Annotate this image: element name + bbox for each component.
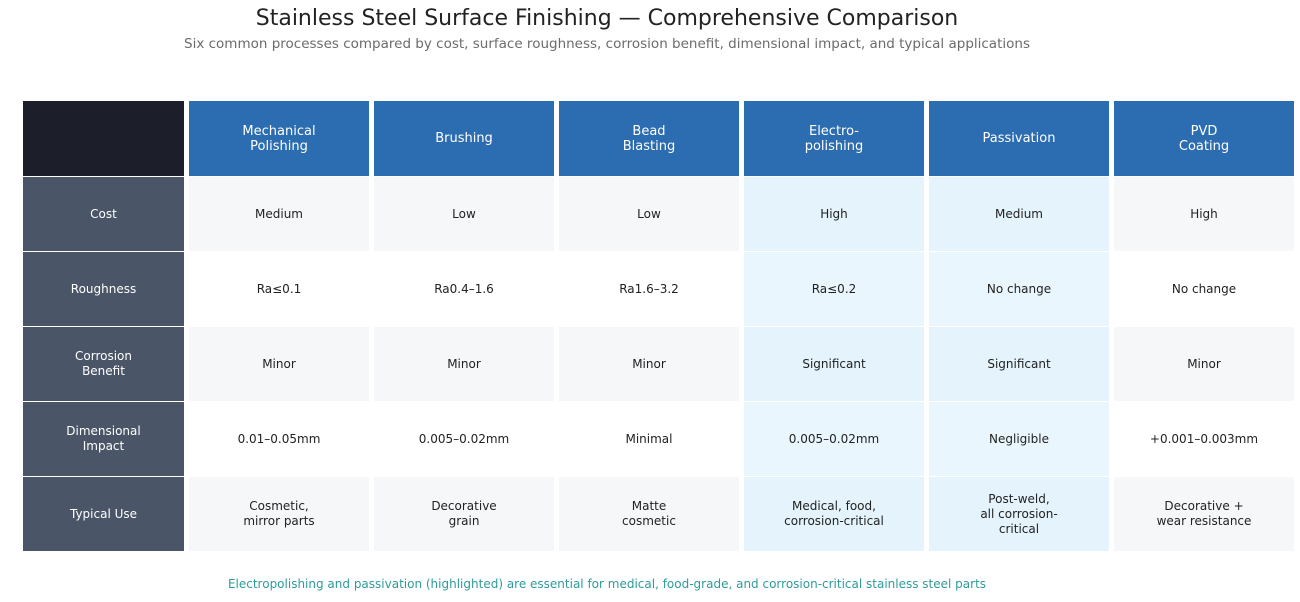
row-header: Dimensional Impact	[23, 402, 184, 476]
column-header: Mechanical Polishing	[189, 101, 369, 176]
table-cell: Ra≤0.1	[189, 252, 369, 326]
table-cell: Minor	[189, 327, 369, 401]
table-cell: Minor	[1114, 327, 1294, 401]
table-cell: Decorative grain	[374, 477, 554, 551]
row-header: Typical Use	[23, 477, 184, 551]
table-cell: Low	[374, 177, 554, 251]
table-cell: Ra0.4–1.6	[374, 252, 554, 326]
table-cell: +0.001–0.003mm	[1114, 402, 1294, 476]
table-cell: Medium	[189, 177, 369, 251]
chart-title: Stainless Steel Surface Finishing — Comp…	[255, 6, 959, 31]
table-cell: Significant	[929, 327, 1109, 401]
chart-footnote: Electropolishing and passivation (highli…	[227, 577, 987, 591]
table-cell: Cosmetic, mirror parts	[189, 477, 369, 551]
table-cell: Negligible	[929, 402, 1109, 476]
table-cell: Low	[559, 177, 739, 251]
table-cell: 0.01–0.05mm	[189, 402, 369, 476]
table-cell: High	[1114, 177, 1294, 251]
table-cell: Minor	[559, 327, 739, 401]
table-cell: High	[744, 177, 924, 251]
column-header: PVD Coating	[1114, 101, 1294, 176]
table-cell: 0.005–0.02mm	[744, 402, 924, 476]
table-corner	[23, 101, 184, 176]
column-header: Brushing	[374, 101, 554, 176]
column-header: Bead Blasting	[559, 101, 739, 176]
column-header: Passivation	[929, 101, 1109, 176]
table-cell: Decorative + wear resistance	[1114, 477, 1294, 551]
table-cell: Significant	[744, 327, 924, 401]
table-cell: Matte cosmetic	[559, 477, 739, 551]
row-header: Cost	[23, 177, 184, 251]
table-cell: Ra1.6–3.2	[559, 252, 739, 326]
table-cell: No change	[929, 252, 1109, 326]
table-cell: Medical, food, corrosion-critical	[744, 477, 924, 551]
row-header: Corrosion Benefit	[23, 327, 184, 401]
table-cell: Post-weld, all corrosion- critical	[929, 477, 1109, 551]
table-cell: 0.005–0.02mm	[374, 402, 554, 476]
table-cell: Minimal	[559, 402, 739, 476]
chart-subtitle: Six common processes compared by cost, s…	[184, 36, 1030, 52]
table-cell: Ra≤0.2	[744, 252, 924, 326]
table-cell: Minor	[374, 327, 554, 401]
column-header: Electro- polishing	[744, 101, 924, 176]
table-cell: Medium	[929, 177, 1109, 251]
row-header: Roughness	[23, 252, 184, 326]
table-cell: No change	[1114, 252, 1294, 326]
